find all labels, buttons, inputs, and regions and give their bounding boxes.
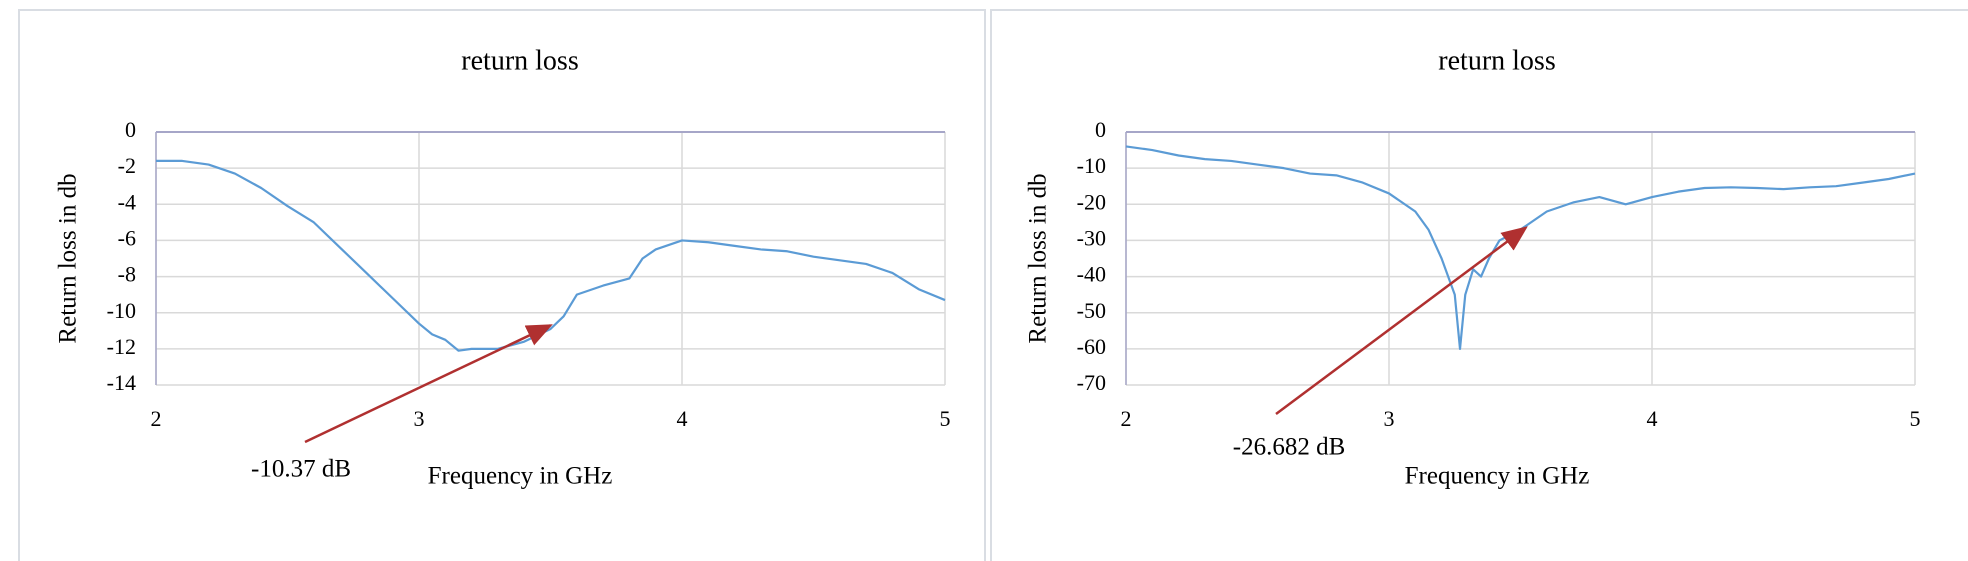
annotation-arrow bbox=[304, 324, 553, 444]
x-tick-label: 4 bbox=[677, 406, 688, 431]
y-tick-label: 0 bbox=[125, 117, 136, 142]
annotation-label: -10.37 dB bbox=[251, 456, 351, 483]
y-tick-label: -40 bbox=[1077, 262, 1106, 287]
y-tick-label: -20 bbox=[1077, 189, 1106, 214]
y-tick-label: -14 bbox=[107, 370, 136, 395]
chart-title: return loss bbox=[1438, 45, 1555, 76]
x-axis-label: Frequency in GHz bbox=[428, 463, 613, 490]
x-tick-label: 3 bbox=[1384, 406, 1395, 431]
y-tick-label: -8 bbox=[118, 262, 136, 287]
y-tick-label: -70 bbox=[1077, 370, 1106, 395]
x-tick-label: 2 bbox=[151, 406, 162, 431]
y-tick-label: -10 bbox=[107, 298, 136, 323]
annotation-label: -26.682 dB bbox=[1233, 434, 1346, 461]
y-tick-label: -6 bbox=[118, 225, 136, 250]
chart-title: return loss bbox=[461, 45, 578, 76]
chart-panel bbox=[990, 9, 1968, 561]
y-tick-label: -4 bbox=[118, 189, 136, 214]
x-tick-label: 5 bbox=[1910, 406, 1921, 431]
x-tick-label: 4 bbox=[1647, 406, 1658, 431]
y-tick-label: -30 bbox=[1077, 225, 1106, 250]
x-axis-label: Frequency in GHz bbox=[1405, 463, 1590, 490]
data-line bbox=[1125, 145, 1916, 350]
y-tick-label: 0 bbox=[1095, 117, 1106, 142]
x-tick-label: 3 bbox=[414, 406, 425, 431]
x-tick-label: 2 bbox=[1121, 406, 1132, 431]
y-axis-label: Return loss in db bbox=[55, 173, 82, 343]
y-tick-label: -10 bbox=[1077, 153, 1106, 178]
y-tick-label: -12 bbox=[107, 334, 136, 359]
y-tick-label: -60 bbox=[1077, 334, 1106, 359]
y-axis-label: Return loss in db bbox=[1025, 173, 1052, 343]
x-tick-label: 5 bbox=[940, 406, 951, 431]
y-tick-label: -2 bbox=[118, 153, 136, 178]
chart-panel bbox=[18, 9, 986, 561]
annotation-arrow bbox=[1275, 226, 1528, 416]
y-tick-label: -50 bbox=[1077, 298, 1106, 323]
